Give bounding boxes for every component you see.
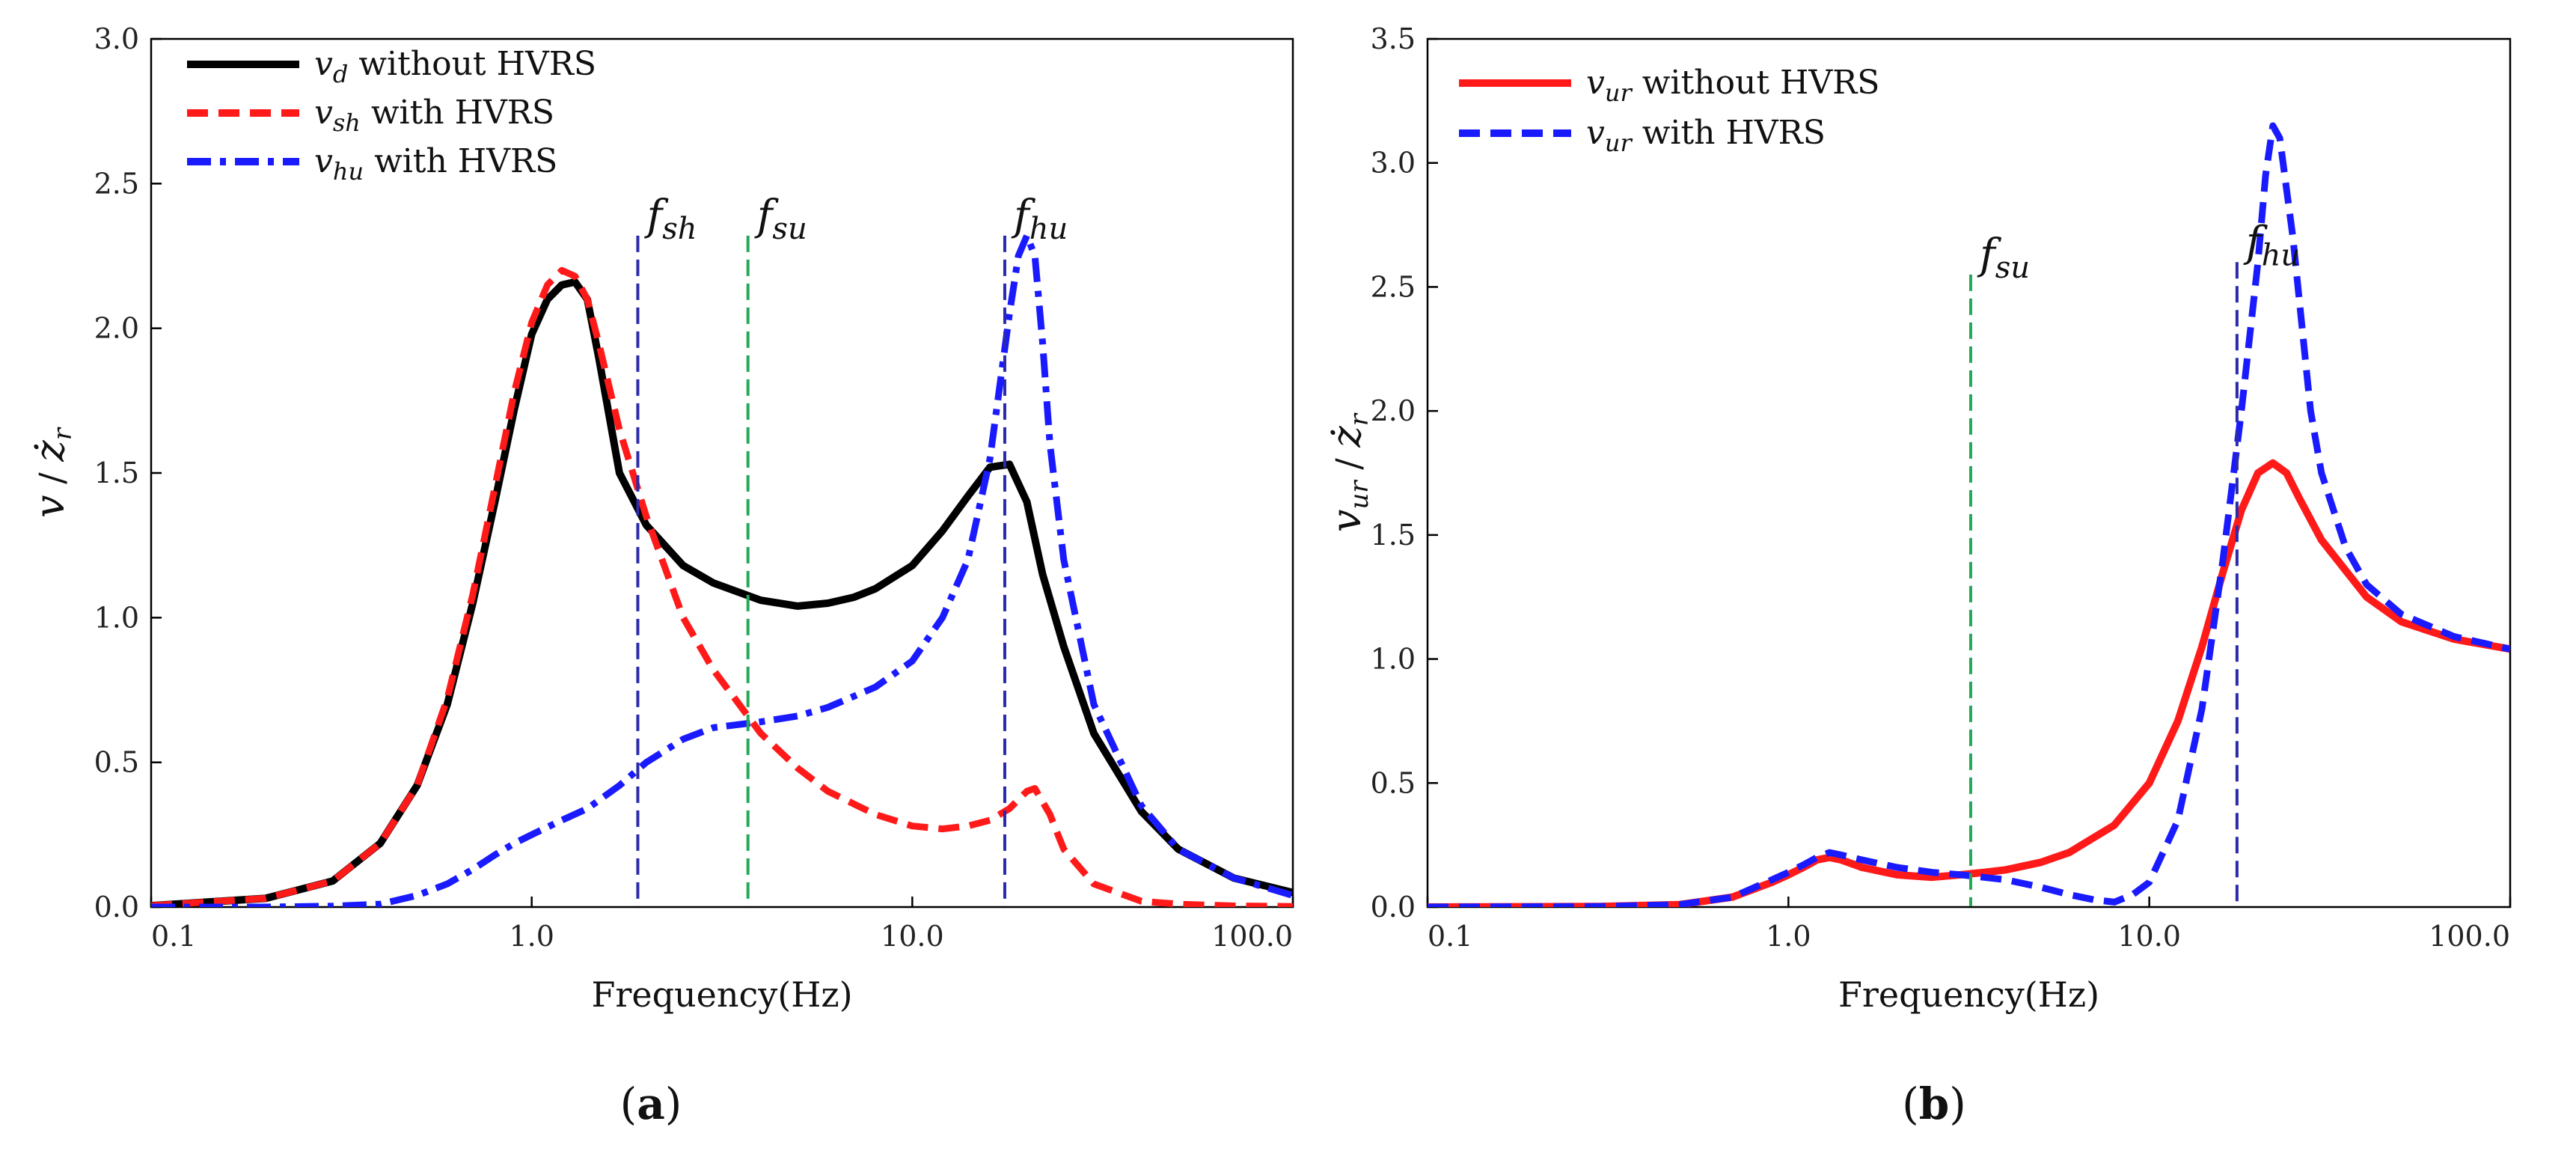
legend-text: with HVRS xyxy=(361,94,554,132)
ylabel-z-subscript: r xyxy=(48,427,78,440)
legend-label-2: vsh with HVRS xyxy=(314,94,554,137)
freq-marker-label: fsu xyxy=(754,192,807,246)
x-axis-label: Frequency(Hz) xyxy=(591,974,852,1015)
x-tick-label: 100.0 xyxy=(2429,920,2510,953)
y-tick-label: 2.5 xyxy=(94,167,139,200)
freq-marker-label: fhu xyxy=(1011,192,1068,246)
marker-subscript: su xyxy=(772,212,807,246)
legend-symbol: v xyxy=(314,94,333,132)
ylabel-subscript: ur xyxy=(1344,480,1374,510)
legend-label-2: vur with HVRS xyxy=(1586,114,1826,157)
marker-subscript: hu xyxy=(1030,212,1068,246)
y-tick-label: 3.0 xyxy=(94,22,139,55)
ylabel-symbol: v xyxy=(1323,510,1370,533)
x-axis-label: Frequency(Hz) xyxy=(1838,974,2099,1015)
panel-paren-open: ( xyxy=(1902,1078,1919,1129)
marker-subscript: su xyxy=(1995,251,2030,285)
x-tick-label: 10.0 xyxy=(2117,920,2181,953)
freq-marker-label: fsh xyxy=(643,192,697,246)
panel-label: (b) xyxy=(1902,1078,1966,1129)
y-tick-label: 3.5 xyxy=(1371,22,1416,55)
ylabel-symbol: v xyxy=(26,495,73,518)
y-tick-label: 2.0 xyxy=(94,312,139,345)
y-tick-label: 1.0 xyxy=(94,601,139,634)
ylabel-z-subscript: r xyxy=(1344,412,1374,426)
x-tick-label: 0.1 xyxy=(151,920,196,953)
marker-subscript: hu xyxy=(2262,238,2301,272)
ylabel-z: ż xyxy=(26,440,73,463)
x-tick-label: 100.0 xyxy=(1211,920,1293,953)
x-tick-label: 0.1 xyxy=(1428,920,1472,953)
y-tick-label: 0.5 xyxy=(94,746,139,779)
legend-label-3: vhu with HVRS xyxy=(314,142,557,186)
y-axis-label: vur / żr xyxy=(1323,412,1374,532)
legend-subscript: d xyxy=(333,60,348,88)
y-tick-label: 1.5 xyxy=(94,457,139,489)
y-axis-label: v / żr xyxy=(26,427,78,518)
legend-text: with HVRS xyxy=(1632,114,1826,152)
y-tick-label: 0.0 xyxy=(1371,891,1416,924)
series-line-3 xyxy=(151,232,1293,907)
legend-symbol: v xyxy=(314,142,333,180)
legend-text: without HVRS xyxy=(348,45,596,83)
y-tick-label: 0.0 xyxy=(94,891,139,924)
panel-label: (a) xyxy=(620,1078,682,1129)
panel-letter: a xyxy=(637,1078,665,1129)
panel-paren-close: ) xyxy=(1949,1078,1966,1129)
ylabel-slash: / xyxy=(1328,448,1368,481)
chart-a: 0.0 0.5 1.0 1.5 2.0 2.5 3.0 0.1 1.0 10.0 100.0 fsh f… xyxy=(26,22,1294,1129)
y-tick-label: 2.5 xyxy=(1371,270,1416,303)
legend-symbol: v xyxy=(1586,64,1605,102)
x-tick-label: 1.0 xyxy=(1766,920,1811,953)
freq-marker-label: fsu xyxy=(1977,231,2030,285)
legend-subscript: hu xyxy=(333,157,364,186)
legend-label-1: vd without HVRS xyxy=(314,45,596,88)
legend-subscript: sh xyxy=(333,109,361,137)
legend-symbol: v xyxy=(1586,114,1605,152)
x-tick-label: 10.0 xyxy=(881,920,944,953)
series-line-1 xyxy=(151,278,1293,907)
panel-letter: b xyxy=(1919,1078,1950,1129)
y-tick-label: 3.0 xyxy=(1371,147,1416,180)
series-line-1 xyxy=(1428,459,2510,907)
panel-paren-close: ) xyxy=(665,1078,682,1129)
legend-label-1: vur without HVRS xyxy=(1586,64,1879,107)
panel-paren-open: ( xyxy=(620,1078,637,1129)
series-line-2 xyxy=(1428,122,2510,907)
plot-frame xyxy=(1426,37,2512,909)
legend-text: with HVRS xyxy=(364,142,557,180)
y-tick-label: 1.0 xyxy=(1371,643,1416,676)
legend-subscript: ur xyxy=(1605,129,1633,157)
marker-subscript: sh xyxy=(662,212,697,246)
legend-subscript: ur xyxy=(1605,79,1633,107)
x-tick-label: 1.0 xyxy=(509,920,554,953)
legend-text: without HVRS xyxy=(1632,64,1880,102)
y-tick-label: 1.5 xyxy=(1371,519,1416,552)
y-tick-label: 2.0 xyxy=(1371,394,1416,427)
chart-b: 0.0 0.5 1.0 1.5 2.0 2.5 3.0 3.5 0.1 1.0 10.0 100.0 f… xyxy=(1323,22,2512,1129)
legend-symbol: v xyxy=(314,45,333,83)
series-line-2 xyxy=(151,266,1293,907)
ylabel-z: ż xyxy=(1323,426,1370,448)
y-tick-label: 0.5 xyxy=(1371,766,1416,799)
ylabel-slash: / xyxy=(31,462,72,495)
